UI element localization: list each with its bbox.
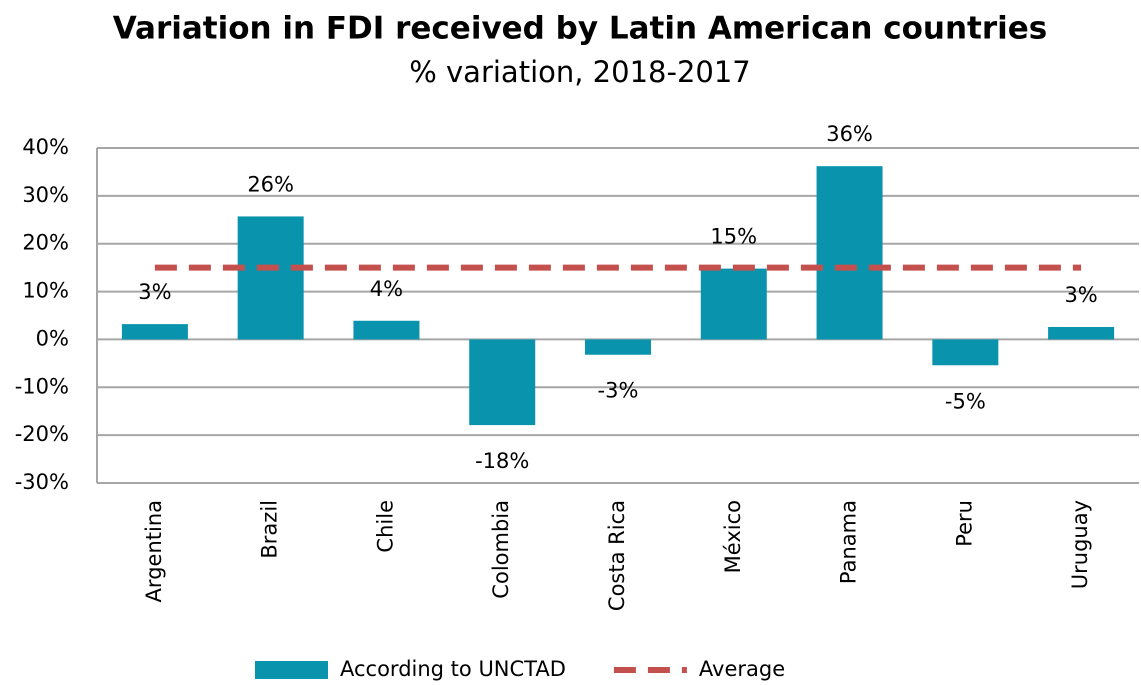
x-tick-label: Chile	[373, 500, 397, 553]
bar	[585, 339, 651, 355]
legend-label: According to UNCTAD	[340, 657, 566, 681]
data-label: 26%	[247, 172, 294, 196]
x-tick-label: Peru	[952, 500, 976, 547]
y-tick-label: 40%	[22, 135, 69, 159]
chart-title: Variation in FDI received by Latin Ameri…	[113, 11, 1048, 47]
x-tick-label: México	[721, 500, 745, 573]
x-tick-label: Colombia	[489, 500, 513, 599]
bar	[237, 216, 304, 340]
y-tick-label: 30%	[22, 183, 69, 207]
bar	[932, 339, 999, 366]
legend-label: Average	[699, 657, 785, 681]
data-label: -3%	[598, 379, 639, 403]
data-label: 3%	[1064, 283, 1097, 307]
bar	[469, 339, 536, 426]
data-label: 3%	[138, 280, 171, 304]
x-tick-label: Panama	[837, 500, 861, 584]
y-tick-label: 0%	[36, 326, 69, 350]
y-tick-label: 10%	[22, 279, 69, 303]
x-tick-label: Costa Rica	[605, 500, 629, 611]
chart-subtitle: % variation, 2018-2017	[409, 55, 751, 89]
y-tick-label: -10%	[15, 374, 69, 398]
x-tick-label: Brazil	[258, 500, 282, 559]
data-label: 4%	[370, 277, 403, 301]
y-tick-label: -30%	[15, 470, 69, 494]
data-label: -5%	[945, 389, 986, 413]
x-tick-label: Uruguay	[1068, 500, 1092, 589]
data-label: -18%	[475, 449, 529, 473]
legend-swatch	[255, 661, 328, 679]
bar	[353, 320, 420, 340]
bar	[121, 324, 188, 340]
bar	[700, 268, 767, 340]
data-label: 15%	[710, 225, 757, 249]
y-tick-label: -20%	[15, 422, 69, 446]
data-label: 36%	[826, 122, 873, 146]
x-tick-label: Argentina	[142, 500, 166, 602]
bar	[816, 166, 883, 340]
y-tick-label: 20%	[22, 231, 69, 255]
bar	[1048, 326, 1115, 340]
